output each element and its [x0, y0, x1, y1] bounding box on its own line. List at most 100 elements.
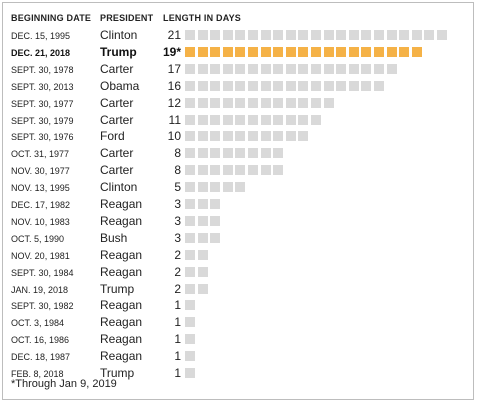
day-square: [235, 63, 246, 74]
length-in-days: 17: [167, 61, 181, 76]
day-square: [311, 46, 321, 57]
length-in-days: 2: [174, 264, 181, 279]
president-name: Clinton: [100, 28, 138, 42]
day-square: [260, 97, 271, 108]
day-square: [210, 131, 221, 142]
chart-frame: BEGINNING DATE PRESIDENT LENGTH IN DAYS …: [2, 2, 474, 400]
day-square: [235, 182, 246, 193]
table-row: OCT. 5, 1990 Bush 3: [3, 230, 475, 247]
day-square: [197, 182, 208, 193]
length-in-days: 1: [174, 332, 181, 347]
day-square: [235, 131, 246, 142]
day-square: [285, 30, 296, 40]
length-in-days: 2: [174, 247, 181, 262]
day-square: [185, 334, 195, 345]
day-square: [185, 351, 195, 362]
beginning-date: SEPT. 30, 1982: [11, 301, 74, 312]
beginning-date: SEPT. 30, 1976: [11, 132, 74, 143]
day-square: [197, 199, 208, 209]
day-square: [248, 165, 258, 176]
day-square: [222, 46, 233, 57]
day-square: [235, 114, 246, 125]
day-square: [336, 80, 347, 91]
table-row: OCT. 16, 1986 Reagan 1: [3, 331, 475, 348]
president-name: Obama: [100, 78, 140, 93]
day-square: [185, 215, 195, 226]
table-row: SEPT. 30, 1984 Reagan 2: [3, 264, 475, 281]
length-in-days: 16: [167, 78, 181, 93]
length-in-days: 8: [174, 146, 181, 161]
length-in-days: 19*: [162, 44, 181, 59]
length-in-days: 3: [174, 197, 181, 211]
president-name: Carter: [100, 61, 134, 76]
day-square: [222, 30, 233, 40]
day-square: [260, 63, 271, 74]
day-square: [222, 63, 233, 74]
day-square: [260, 30, 271, 40]
beginning-date: OCT. 31, 1977: [11, 149, 70, 160]
day-square: [222, 97, 233, 108]
beginning-date: NOV. 10, 1983: [11, 216, 70, 227]
day-square: [248, 148, 258, 159]
table-row: DEC. 18, 1987 Reagan 1: [3, 348, 475, 365]
day-square: [285, 131, 296, 142]
beginning-date: OCT. 16, 1986: [11, 335, 70, 346]
day-square: [185, 199, 195, 209]
table-row: NOV. 13, 1995 Clinton 5: [3, 179, 475, 196]
beginning-date: DEC. 15, 1995: [11, 31, 71, 41]
day-square: [361, 80, 372, 91]
length-in-days: 3: [174, 230, 181, 245]
day-square: [197, 63, 208, 74]
day-square: [210, 215, 221, 226]
length-in-days: 8: [174, 163, 181, 178]
day-square: [185, 30, 195, 40]
day-square: [260, 131, 271, 142]
day-square: [197, 249, 208, 260]
day-square: [222, 114, 233, 125]
day-square: [210, 63, 221, 74]
day-square: [399, 30, 410, 40]
day-square: [273, 131, 284, 142]
length-in-days: 1: [174, 298, 181, 313]
beginning-date: JAN. 19, 2018: [11, 284, 69, 295]
day-square: [399, 46, 410, 57]
day-square: [336, 63, 347, 74]
table-row: OCT. 31, 1977 Carter 8: [3, 145, 475, 162]
length-in-days: 3: [174, 213, 181, 228]
day-square: [311, 80, 321, 91]
header-president: PRESIDENT: [100, 13, 154, 23]
day-square: [273, 63, 284, 74]
day-square: [248, 30, 258, 40]
table-row: DEC. 21, 2018 Trump 19*: [3, 44, 475, 61]
president-name: Reagan: [100, 315, 143, 330]
table-row: DEC. 17, 1982 Reagan 3: [3, 196, 475, 213]
beginning-date: NOV. 13, 1995: [11, 183, 70, 194]
day-square: [285, 46, 296, 57]
day-square: [210, 46, 221, 57]
day-square: [298, 97, 309, 108]
day-square: [248, 114, 258, 125]
day-square: [185, 131, 195, 142]
day-square: [260, 80, 271, 91]
day-square: [222, 148, 233, 159]
day-square: [197, 232, 208, 243]
day-square: [235, 148, 246, 159]
beginning-date: NOV. 30, 1977: [11, 166, 70, 177]
day-square: [298, 80, 309, 91]
day-square: [361, 30, 372, 40]
day-square: [222, 165, 233, 176]
beginning-date: OCT. 3, 1984: [11, 318, 65, 329]
day-square: [248, 46, 258, 57]
beginning-date: SEPT. 30, 1984: [11, 267, 74, 278]
length-in-days: 10: [167, 129, 181, 144]
header-beginning-date: BEGINNING DATE: [11, 13, 92, 23]
day-square: [235, 165, 246, 176]
day-square: [285, 97, 296, 108]
day-square: [197, 283, 208, 294]
day-square: [298, 114, 309, 125]
day-square: [323, 30, 334, 40]
day-square: [348, 30, 359, 40]
day-square: [185, 232, 195, 243]
day-square: [311, 114, 321, 125]
day-square: [197, 165, 208, 176]
